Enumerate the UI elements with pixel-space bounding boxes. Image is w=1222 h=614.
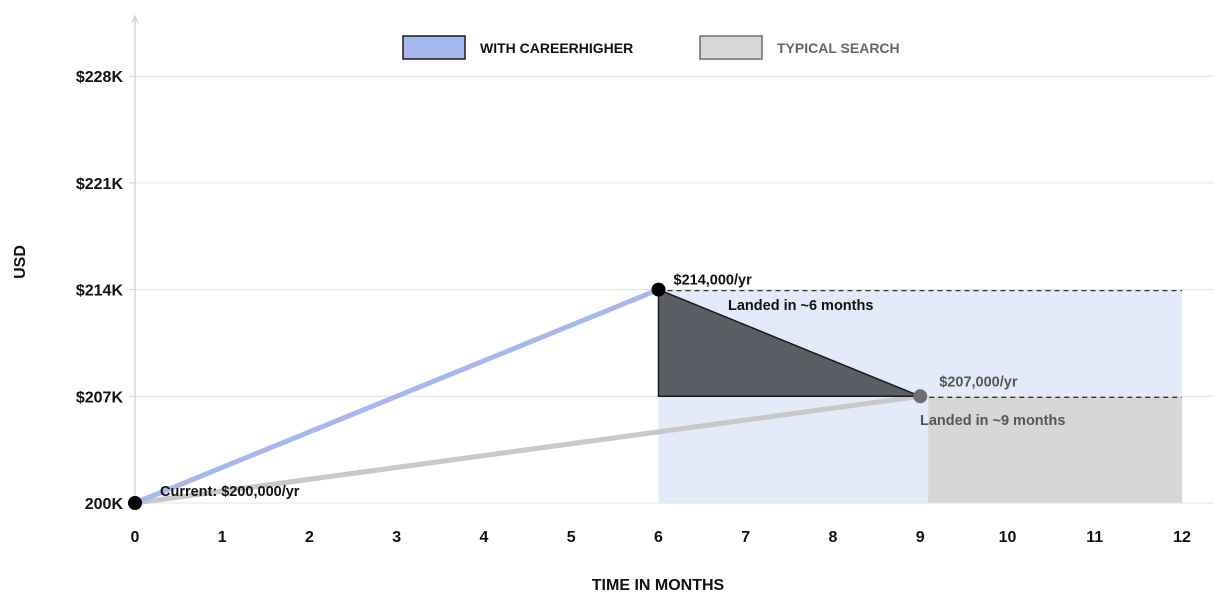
x-tick-label: 8: [829, 529, 838, 546]
legend-label-careerhigher: WITH CAREERHIGHER: [480, 40, 633, 56]
typical-search-plateau-area: [928, 396, 1182, 503]
legend-label-typical-search: TYPICAL SEARCH: [777, 40, 900, 56]
y-axis-arrow: [131, 14, 139, 24]
y-tick-label: $228K: [76, 69, 124, 86]
x-tick-label: 0: [131, 529, 140, 546]
typical-search-value-label: $207,000/yr: [939, 374, 1018, 390]
start-point: [128, 496, 142, 510]
x-tick-label: 2: [305, 529, 314, 546]
careerhigher-landing-point: [651, 282, 666, 297]
legend-swatch-careerhigher: [402, 35, 466, 60]
x-tick-label: 9: [916, 529, 925, 546]
start-point-label: Current: $200,000/yr: [160, 484, 300, 500]
x-tick-label: 10: [999, 529, 1017, 546]
careerhigher-line: [132, 287, 661, 506]
x-tick-label: 11: [1086, 529, 1103, 546]
legend-swatch-typical-search: [699, 35, 763, 60]
x-axis-label: TIME IN MONTHS: [592, 577, 725, 594]
y-tick-label: $221K: [76, 176, 124, 193]
typical-search-line: [132, 393, 923, 506]
typical-search-landing-point: [913, 389, 928, 404]
y-tick-label: $214K: [76, 283, 124, 300]
x-tick-label: 6: [654, 529, 663, 546]
x-tick-label: 12: [1173, 529, 1191, 546]
gap-triangle: [657, 288, 921, 398]
x-tick-label: 4: [480, 529, 489, 546]
y-axis-label: USD: [12, 245, 29, 279]
typical-search-landed-note: Landed in ~9 months: [920, 413, 1065, 429]
careerhigher-value-label: $214,000/yr: [674, 273, 753, 289]
x-tick-label: 1: [218, 529, 227, 546]
careerhigher-landed-note: Landed in ~6 months: [728, 298, 873, 314]
y-tick-label: 200K: [85, 496, 124, 513]
x-tick-label: 3: [392, 529, 401, 546]
x-tick-label: 5: [567, 529, 576, 546]
y-tick-label: $207K: [76, 389, 124, 406]
x-tick-label: 7: [741, 529, 750, 546]
